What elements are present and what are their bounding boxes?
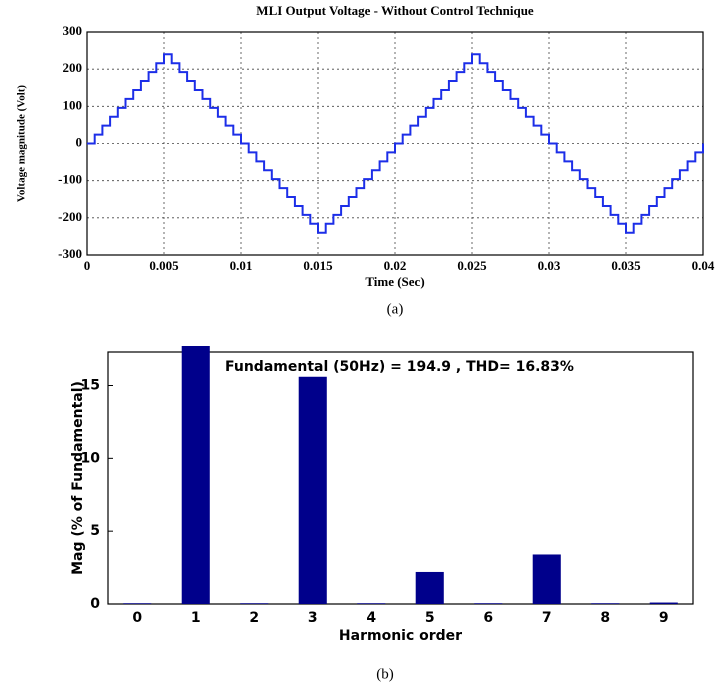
x-tick-label: 8 (600, 610, 610, 626)
x-tick-label: 0.02 (384, 258, 407, 273)
chart-a: -300 -200 -100 0 100 200 300 0 0.005 0.01 0.015 0.0… (16, 3, 715, 317)
x-tick-label: 0 (132, 610, 142, 626)
x-tick-label: 0.015 (303, 258, 333, 273)
x-tick-label: 1 (191, 610, 201, 626)
bar (415, 571, 444, 604)
x-axis-label: Harmonic order (339, 628, 462, 644)
x-tick-label: 0.035 (611, 258, 641, 273)
x-tick-label: 3 (308, 610, 318, 626)
bar (240, 603, 269, 604)
y-tick-label: 15 (81, 378, 100, 394)
x-tick-label: 9 (659, 610, 669, 626)
x-tick-label: 0.025 (457, 258, 487, 273)
plot-frame (107, 351, 694, 605)
x-tick-label: 0.04 (692, 258, 715, 273)
x-tick-label: 0 (84, 258, 91, 273)
x-tick-label: 0.005 (149, 258, 179, 273)
y-tick-label: -100 (58, 172, 82, 187)
x-tick-label: 7 (542, 610, 552, 626)
bars (123, 346, 678, 604)
bar (357, 603, 386, 604)
chart-title: MLI Output Voltage - Without Control Tec… (256, 3, 534, 18)
y-tick-label: -300 (58, 246, 82, 261)
x-tick-label: 0.01 (230, 258, 253, 273)
bar (649, 602, 678, 604)
y-axis-label: Mag (% of Fundamental) (70, 381, 86, 575)
x-tick-label: 2 (249, 610, 259, 626)
y-tick-label: 0 (76, 134, 83, 149)
bar (474, 603, 503, 604)
y-axis-label: Voltage magnitude (Volt) (16, 85, 28, 202)
caption: (a) (387, 301, 404, 317)
caption: (b) (376, 666, 394, 682)
bar (298, 376, 327, 604)
bar (532, 554, 561, 604)
x-tick-label: 4 (366, 610, 376, 626)
bar (181, 346, 210, 604)
y-tick-label: 0 (90, 596, 100, 612)
y-tick-label: 300 (63, 23, 83, 38)
bar (591, 603, 620, 604)
x-tick-label: 0.03 (538, 258, 561, 273)
bar (123, 603, 152, 604)
chart-b: 0 5 10 15 0 1 2 3 4 5 6 7 8 9 Fundamental (50Hz) = 194… (70, 346, 694, 682)
x-tick-label: 5 (425, 610, 435, 626)
annotation: Fundamental (50Hz) = 194.9 , THD= 16.83% (225, 359, 574, 375)
y-tick-label: 5 (90, 523, 100, 539)
y-tick-label: 10 (81, 450, 101, 466)
y-tick-label: 200 (63, 60, 83, 75)
y-tick-label: -200 (58, 209, 82, 224)
y-tick-label: 100 (63, 97, 83, 112)
x-tick-label: 6 (483, 610, 493, 626)
line-series (87, 53, 704, 234)
x-axis-label: Time (Sec) (365, 274, 424, 289)
